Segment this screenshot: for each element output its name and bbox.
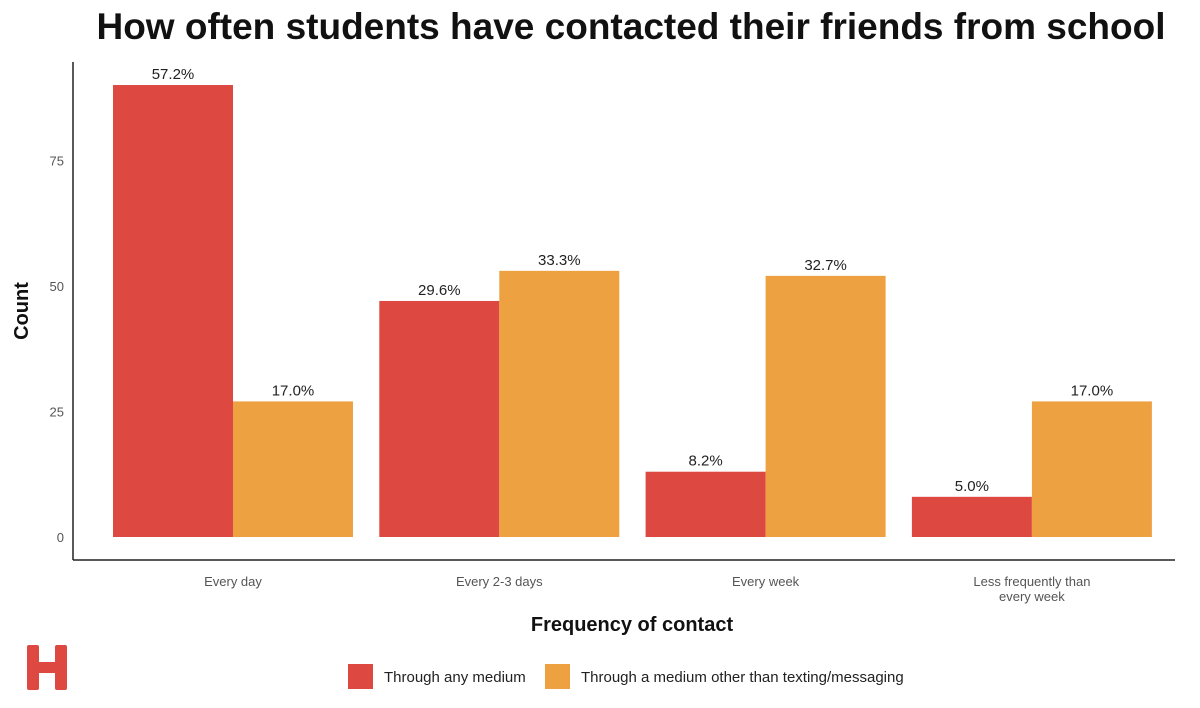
y-tick-label: 75	[50, 153, 64, 168]
y-tick-label: 0	[57, 530, 64, 545]
legend-swatch-2	[545, 664, 570, 689]
x-ticks: Every day Every 2-3 days Every week Less fr…	[204, 574, 1090, 604]
data-label: 5.0%	[955, 478, 989, 495]
data-label: 8.2%	[688, 453, 722, 470]
y-ticks: 0 25 50 75	[50, 153, 64, 545]
bar-series2-3	[765, 275, 886, 537]
chart-title: How often students have contacted their …	[96, 6, 1166, 47]
bar-series2-1	[233, 401, 353, 537]
data-label: 17.0%	[1071, 382, 1114, 399]
data-label: 33.3%	[538, 252, 581, 269]
data-labels: 57.2% 29.6% 8.2% 5.0% 17.0% 33.3% 32.7% 17.0%	[152, 66, 1113, 495]
bar-series2-4	[1031, 401, 1152, 537]
chart-axes	[72, 62, 1175, 561]
legend-label-1: Through any medium	[384, 669, 526, 686]
x-axis-title: Frequency of contact	[531, 614, 734, 636]
bar-series1-4	[911, 496, 1032, 537]
data-label: 57.2%	[152, 66, 195, 83]
x-tick-label: Less frequently than every week	[973, 574, 1090, 604]
x-tick-label: Every 2-3 days	[456, 574, 543, 589]
data-label: 32.7%	[804, 257, 847, 274]
bar-series1-3	[645, 471, 766, 537]
x-tick-label: Every day	[204, 574, 262, 589]
bar-series1-2	[379, 300, 500, 537]
y-tick-label: 50	[50, 279, 64, 294]
bars	[113, 85, 1152, 538]
legend-swatch-1	[348, 664, 373, 689]
x-tick-label: Every week	[732, 574, 800, 589]
y-tick-label: 25	[50, 404, 64, 419]
data-label: 17.0%	[272, 382, 315, 399]
y-axis-title: Count	[11, 282, 33, 340]
h-logo-icon	[27, 645, 67, 690]
data-label: 29.6%	[418, 282, 461, 299]
bar-series2-2	[499, 270, 620, 537]
legend: Through any medium Through a medium other…	[348, 664, 904, 689]
bar-series1-1	[113, 85, 233, 538]
legend-label-2: Through a medium other than texting/mess…	[581, 669, 904, 686]
